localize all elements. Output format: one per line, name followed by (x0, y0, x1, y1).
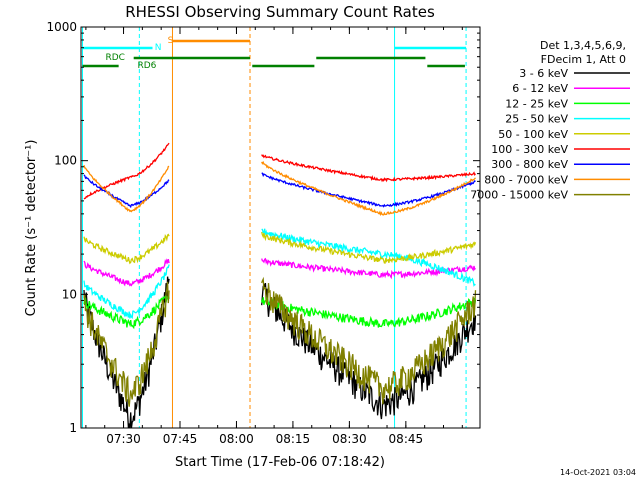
x-tick-label: 08:30 (332, 432, 367, 446)
plot-frame (80, 26, 481, 429)
series-line (83, 165, 170, 213)
series-line (261, 231, 477, 264)
series-line (83, 174, 170, 209)
plot-area: SN RDC RD6 (82, 27, 477, 429)
series-line (83, 258, 170, 287)
y-axis-label: Count Rate (s⁻¹ detector⁻¹) (24, 140, 39, 317)
legend-label: 100 - 300 keV (491, 143, 568, 156)
legend-label: 50 - 100 keV (498, 128, 568, 141)
y-tick-label: 1000 (46, 20, 77, 34)
legend: 3 - 6 keV 6 - 12 keV 12 - 25 keV 25 - 50 ke… (470, 39, 630, 202)
series-line (261, 297, 477, 328)
x-axis-label: Start Time (17-Feb-06 07:18:42) (175, 455, 385, 470)
series-line (261, 276, 477, 405)
series-line (261, 160, 476, 217)
chart-title: RHESSI Observing Summary Count Rates (125, 3, 435, 21)
x-tick-label: 08:45 (389, 432, 424, 446)
x-tick-label: 07:30 (106, 432, 141, 446)
series-8 (83, 276, 477, 407)
legend-label: 6 - 12 keV (512, 82, 568, 95)
series-4 (83, 231, 477, 265)
legend-label: 25 - 50 keV (505, 113, 568, 126)
series-line (83, 264, 170, 320)
night-label: N (155, 43, 162, 53)
x-tick-label: 08:00 (219, 432, 254, 446)
legend-label: 12 - 25 keV (505, 97, 568, 110)
series-line (83, 233, 170, 265)
series-line (261, 172, 476, 208)
series-line (261, 228, 476, 287)
rdc-label: RDC (105, 53, 124, 63)
series-6 (83, 172, 476, 209)
series-7 (83, 160, 476, 217)
series-line (83, 294, 170, 330)
legend-label: 7000 - 15000 keV (470, 189, 568, 202)
footer-date: 14-Oct-2021 03:04 (560, 468, 636, 477)
x-tick-label: 08:15 (276, 432, 311, 446)
y-tick-label: 1 (69, 421, 77, 435)
legend-label: 800 - 7000 keV (484, 173, 568, 186)
series-line (261, 154, 477, 183)
legend-label: 3 - 6 keV (519, 67, 568, 80)
series-3 (83, 228, 476, 320)
legend-header: Det 1,3,4,5,6,9, (540, 39, 626, 52)
y-tick-label: 10 (62, 287, 77, 301)
saa-label: S (168, 36, 174, 46)
legend-label: 300 - 800 keV (491, 158, 568, 171)
legend-header: FDecim 1, Att 0 (541, 53, 626, 66)
series-5 (83, 142, 477, 200)
y-tick-label: 100 (54, 154, 77, 168)
series-2 (83, 294, 477, 330)
series-line (83, 281, 170, 407)
series-line (83, 142, 170, 200)
x-tick-label: 07:45 (163, 432, 198, 446)
rd6-label: RD6 (137, 61, 156, 71)
